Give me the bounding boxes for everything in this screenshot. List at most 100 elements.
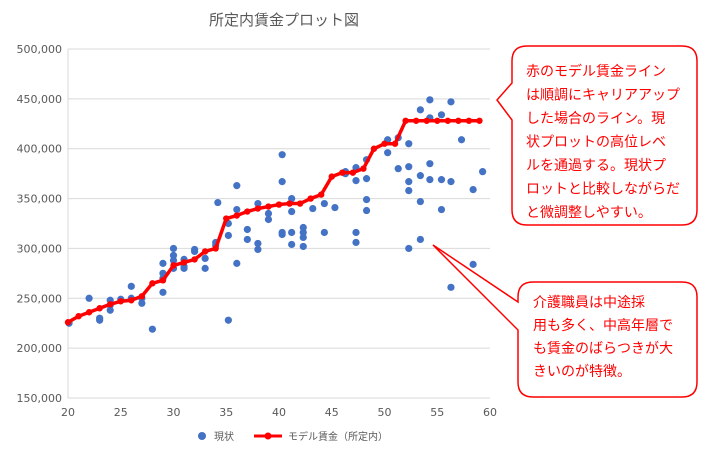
scatter-point [264, 209, 273, 218]
model-wage-point [349, 169, 357, 176]
legend-line-label: モデル賃金（所定内） [288, 430, 388, 443]
y-tick-label: 400,000 [17, 143, 63, 156]
model-wage-point [402, 117, 409, 124]
x-tick-label: 50 [378, 406, 392, 419]
model-wage-point [117, 298, 124, 305]
chart-title: 所定内賃金プロット図 [209, 11, 359, 29]
model-wage-point [444, 117, 451, 124]
x-tick-label: 55 [430, 406, 444, 419]
scatter-point [437, 176, 446, 184]
callout-model-line-box [496, 45, 698, 226]
y-tick-label: 200,000 [17, 342, 63, 355]
scatter-point [299, 242, 307, 251]
scatter-point [320, 228, 328, 237]
x-tick-label: 45 [325, 406, 339, 419]
scatter-point [264, 215, 273, 224]
scatter-point [254, 239, 262, 248]
model-wage-point [233, 212, 240, 219]
y-tick-label: 250,000 [17, 292, 63, 305]
scatter-point [394, 165, 402, 173]
model-wage-point [85, 309, 93, 316]
callout-line: 介護職員は中途採 [533, 294, 645, 311]
scatter-point [457, 136, 466, 144]
scatter-point [352, 228, 360, 237]
scatter-point [405, 140, 413, 148]
scatter-point [233, 205, 241, 214]
model-wage-point [107, 301, 114, 308]
scatter-point [416, 106, 424, 114]
scatter-point [148, 325, 156, 333]
callout-line: と微調整しやすい。 [526, 205, 652, 221]
model-wage-point [159, 277, 167, 284]
scatter-point [437, 111, 446, 119]
model-wage-point [64, 319, 72, 326]
y-tick-label: 300,000 [17, 242, 63, 255]
scatter-point [469, 185, 477, 194]
scatter-point [469, 260, 477, 268]
scatter-point [159, 259, 167, 267]
scatter-point [224, 316, 232, 324]
scatter-point [331, 203, 339, 212]
scatter-point [233, 182, 241, 190]
callout-line: ルを通過する。現状プ [526, 158, 666, 174]
model-wage-point [307, 195, 314, 202]
scatter-point [426, 160, 434, 168]
scatter-point [405, 244, 413, 253]
scatter-point [447, 283, 455, 291]
model-wage-point [265, 203, 272, 210]
scatter-point [278, 151, 286, 159]
scatter-point [299, 223, 307, 232]
scatter-point [352, 238, 360, 247]
callout-line: は順調にキャリアアップ [526, 88, 680, 104]
x-tick-label: 60 [483, 406, 497, 419]
scatter-point [288, 207, 296, 216]
model-wage-point [412, 117, 420, 124]
model-wage-point [254, 205, 262, 212]
model-wage-point [339, 169, 346, 176]
scatter-point [169, 251, 178, 260]
model-wage-point [75, 313, 82, 320]
model-wage-point [370, 145, 378, 152]
scatter-point [214, 198, 222, 207]
scatter-point [169, 244, 178, 253]
callout-line: ロットと比較しながらだ [526, 182, 680, 198]
x-tick-label: 40 [272, 406, 286, 419]
model-wage-point [455, 117, 462, 124]
scatter-point [96, 316, 104, 324]
scatter-point [309, 204, 317, 213]
model-wage-point [360, 165, 367, 172]
scatter-point [254, 199, 262, 208]
scatter-point [405, 163, 413, 171]
scatter-point [288, 194, 296, 203]
model-wage-point [476, 117, 483, 124]
scatter-point [159, 288, 167, 296]
scatter-point [320, 199, 328, 208]
scatter-point [201, 254, 209, 262]
callout-line: 用も多く、中高年層で [533, 317, 673, 334]
scatter-point [288, 228, 296, 237]
scatter-point [85, 294, 93, 302]
model-wage-series [64, 117, 483, 326]
scatter-point [243, 225, 251, 234]
model-wage-point [328, 173, 335, 180]
scatter-point [278, 178, 286, 186]
scatter-point [106, 306, 114, 314]
scatter-point [299, 228, 307, 237]
model-wage-point [423, 117, 430, 124]
model-wage-point [275, 201, 283, 208]
scatter-point [362, 206, 371, 215]
y-tick-label: 150,000 [17, 392, 63, 405]
scatter-point [352, 177, 360, 185]
scatter-point [405, 178, 413, 186]
x-axis-ticks: 20 25 30 35 40 45 50 55 60 [61, 406, 497, 419]
scatter-point [138, 299, 146, 307]
model-wage-point [244, 208, 251, 215]
scatter-point [191, 247, 199, 256]
scatter-point [278, 230, 286, 239]
model-wage-point [391, 140, 399, 147]
model-wage-point [286, 200, 293, 207]
model-wage-point [212, 245, 219, 252]
legend: 現状 モデル賃金（所定内） [198, 430, 388, 443]
model-wage-point [191, 256, 198, 263]
scatter-point [299, 233, 307, 242]
